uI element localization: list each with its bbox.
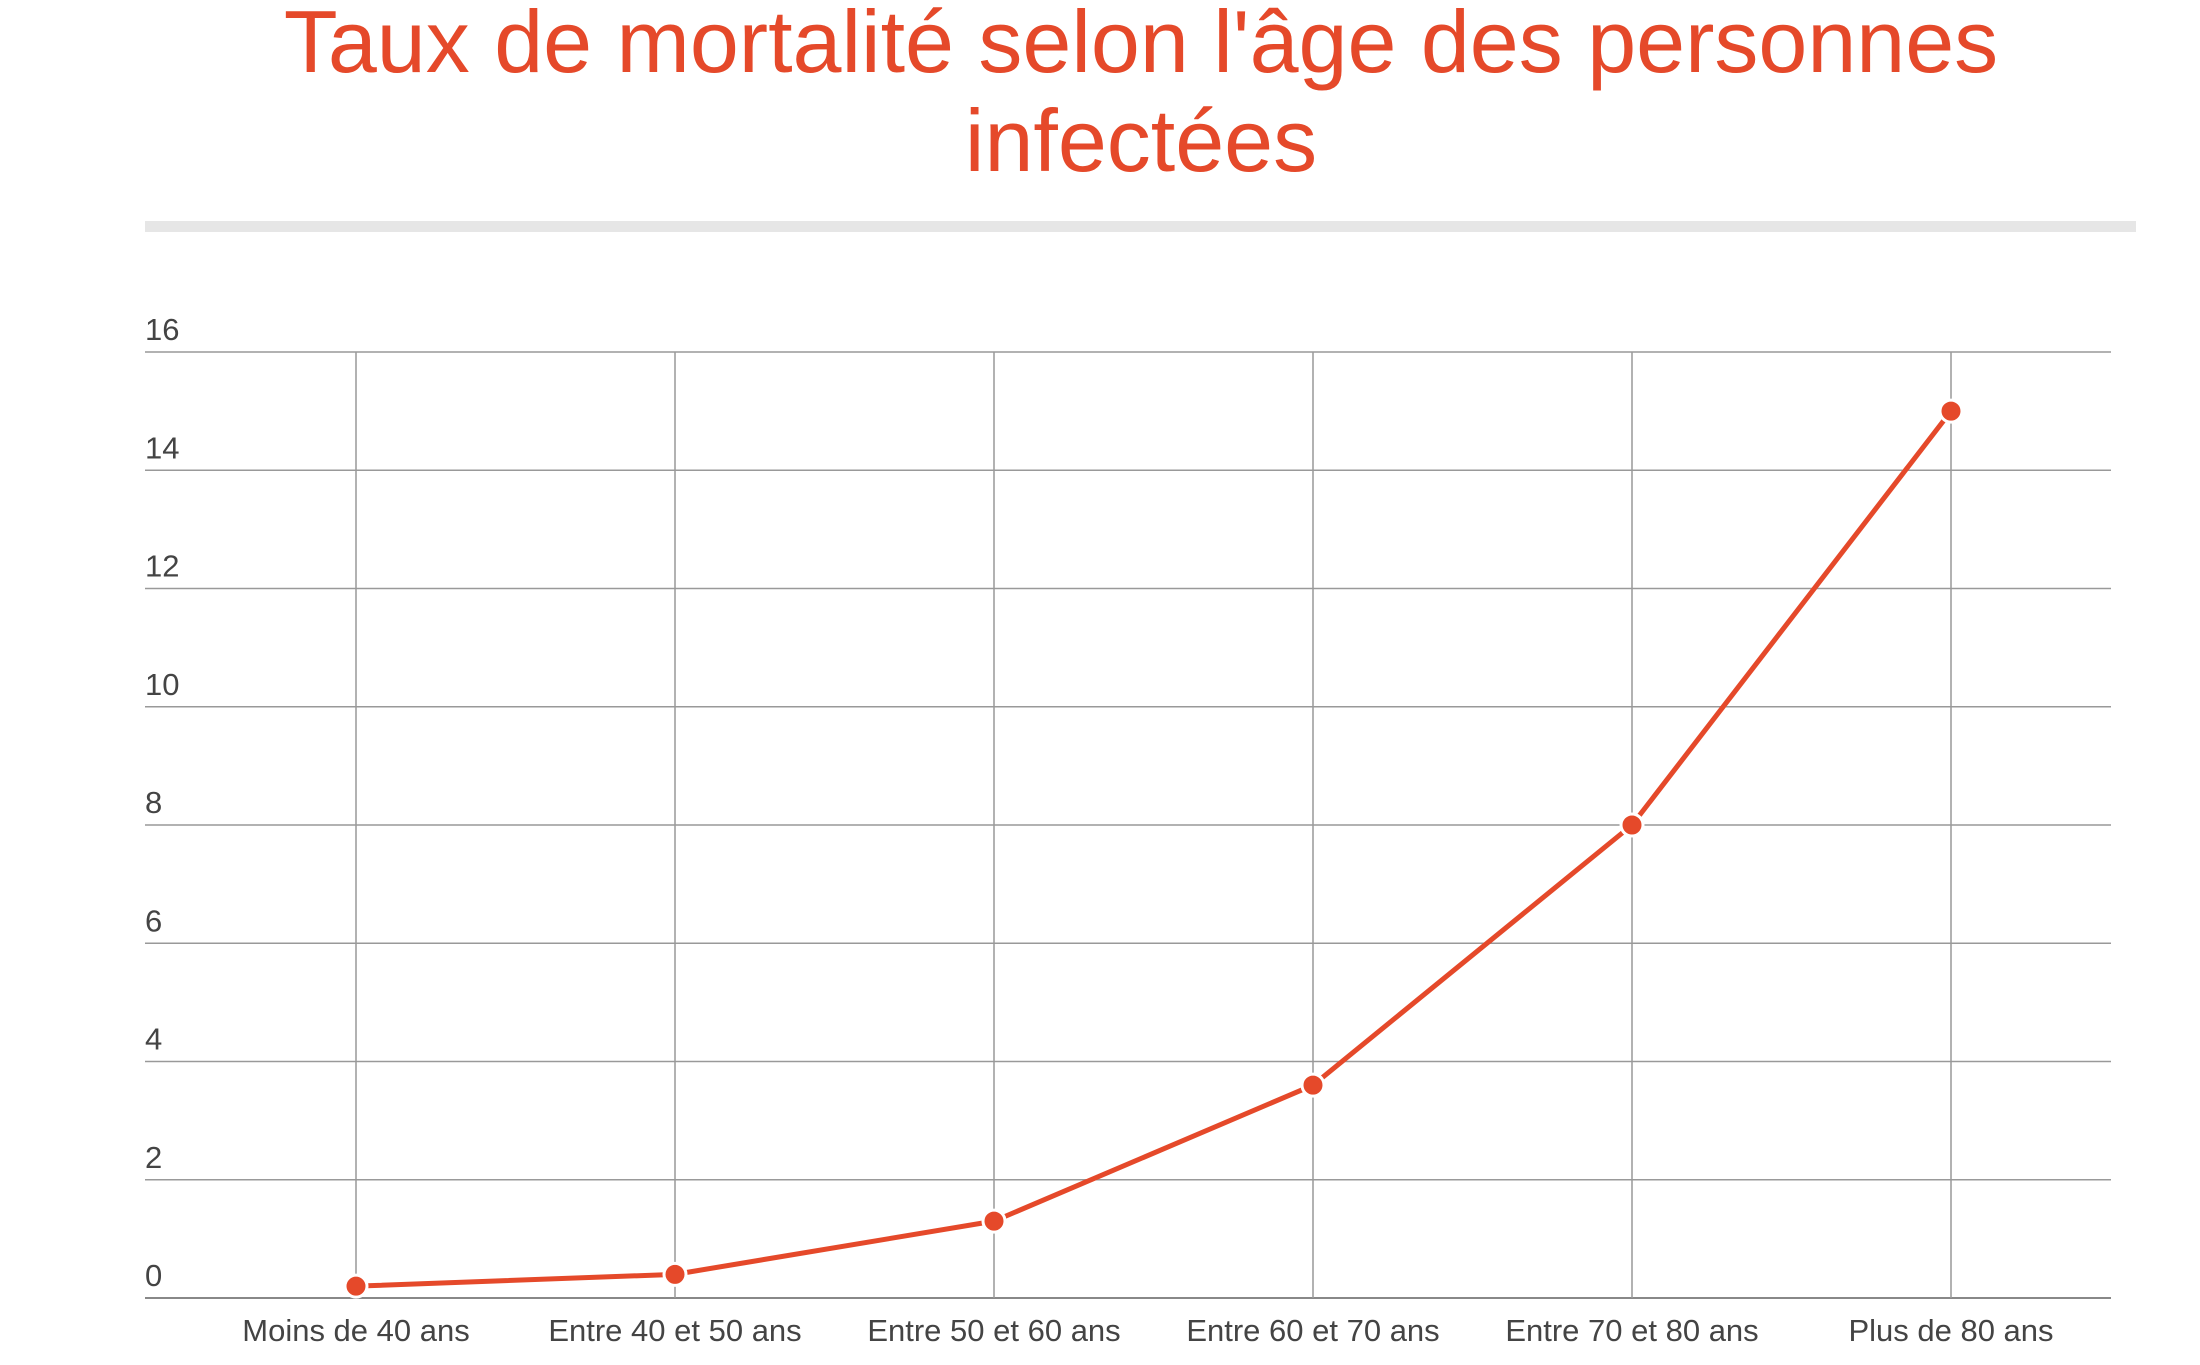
title-separator xyxy=(145,221,2136,232)
y-tick-label: 12 xyxy=(145,549,179,584)
x-tick-label: Entre 40 et 50 ans xyxy=(548,1313,801,1348)
data-point xyxy=(343,1273,369,1299)
y-tick-label: 0 xyxy=(145,1258,162,1293)
chart-title: Taux de mortalité selon l'âge des person… xyxy=(283,0,1999,190)
y-tick-label: 14 xyxy=(145,430,179,465)
data-point xyxy=(981,1208,1007,1234)
data-point xyxy=(662,1261,688,1287)
x-tick-label: Plus de 80 ans xyxy=(1848,1313,2053,1348)
x-tick-label: Entre 60 et 70 ans xyxy=(1186,1313,1439,1348)
x-tick-label: Entre 50 et 60 ans xyxy=(867,1313,1120,1348)
data-point xyxy=(1619,812,1645,838)
y-tick-label: 4 xyxy=(145,1022,162,1057)
x-tick-label: Entre 70 et 80 ans xyxy=(1505,1313,1758,1348)
y-tick-label: 8 xyxy=(145,785,162,820)
data-point xyxy=(1938,398,1964,424)
y-tick-label: 16 xyxy=(145,312,179,347)
y-tick-label: 10 xyxy=(145,667,179,702)
y-tick-label: 6 xyxy=(145,903,162,938)
x-tick-label: Moins de 40 ans xyxy=(242,1313,469,1348)
y-tick-label: 2 xyxy=(145,1140,162,1175)
data-line xyxy=(355,409,1953,1289)
data-point xyxy=(1300,1072,1326,1098)
